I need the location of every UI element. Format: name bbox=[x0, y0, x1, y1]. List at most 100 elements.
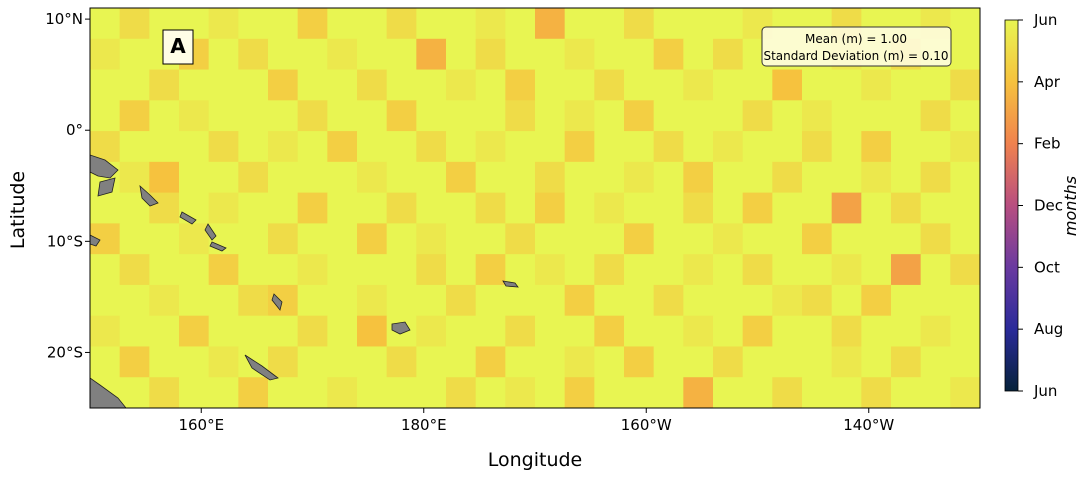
island bbox=[271, 293, 283, 311]
cell bbox=[416, 223, 447, 255]
cell bbox=[238, 100, 269, 132]
cell bbox=[594, 38, 625, 71]
cell bbox=[238, 254, 269, 286]
cell bbox=[831, 284, 862, 317]
cell bbox=[535, 284, 566, 317]
cell bbox=[268, 377, 299, 408]
cell bbox=[683, 284, 714, 317]
cell bbox=[624, 346, 655, 378]
cell bbox=[327, 315, 358, 347]
cell bbox=[891, 192, 922, 224]
cell bbox=[238, 161, 269, 194]
cell bbox=[920, 161, 951, 194]
cell bbox=[505, 38, 536, 71]
cell bbox=[119, 284, 150, 317]
cell bbox=[357, 315, 388, 347]
cell bbox=[950, 100, 980, 132]
cell bbox=[268, 254, 299, 286]
cell bbox=[564, 284, 595, 317]
cell bbox=[535, 346, 566, 378]
cell bbox=[950, 131, 980, 163]
island bbox=[179, 211, 197, 225]
cell bbox=[535, 38, 566, 71]
cell bbox=[208, 69, 239, 101]
cell bbox=[594, 254, 625, 286]
cell bbox=[119, 38, 150, 71]
cell bbox=[564, 69, 595, 101]
cell bbox=[891, 315, 922, 347]
cell bbox=[90, 192, 121, 224]
cell bbox=[90, 346, 121, 378]
cell bbox=[475, 8, 506, 40]
cell bbox=[535, 161, 566, 194]
cell bbox=[713, 284, 744, 317]
cell bbox=[624, 377, 655, 408]
cell bbox=[446, 161, 477, 194]
cell bbox=[505, 223, 536, 255]
cell bbox=[446, 254, 477, 286]
cell bbox=[386, 284, 417, 317]
cell bbox=[238, 315, 269, 347]
cell bbox=[446, 8, 477, 40]
cell bbox=[475, 100, 506, 132]
cell bbox=[238, 284, 269, 317]
cell bbox=[208, 254, 239, 286]
cell bbox=[357, 223, 388, 255]
cell bbox=[772, 161, 803, 194]
annotation: Mean (m) = 1.00 bbox=[805, 32, 907, 46]
cell bbox=[831, 131, 862, 163]
colorbar-tick-label: Oct bbox=[1034, 258, 1060, 276]
cell bbox=[564, 8, 595, 40]
colorbar-tick-label: Jun bbox=[1033, 382, 1057, 400]
cell bbox=[713, 38, 744, 71]
cell bbox=[327, 131, 358, 163]
cell bbox=[742, 254, 773, 286]
cell bbox=[683, 8, 714, 40]
cell bbox=[475, 377, 506, 408]
cell bbox=[297, 315, 328, 347]
cell bbox=[683, 131, 714, 163]
x-tick-label: 140°W bbox=[843, 416, 894, 434]
cell bbox=[90, 254, 121, 286]
cell bbox=[386, 161, 417, 194]
cell bbox=[950, 8, 980, 40]
cell bbox=[149, 192, 180, 224]
cell bbox=[357, 69, 388, 101]
cell bbox=[386, 100, 417, 132]
cell bbox=[831, 69, 862, 101]
cell bbox=[891, 346, 922, 378]
cell bbox=[327, 346, 358, 378]
cell bbox=[327, 377, 358, 408]
heatmap bbox=[90, 8, 980, 408]
cell bbox=[920, 254, 951, 286]
cell bbox=[386, 38, 417, 71]
cell bbox=[683, 346, 714, 378]
cell bbox=[505, 192, 536, 224]
cell bbox=[297, 8, 328, 40]
cell bbox=[713, 315, 744, 347]
cell bbox=[179, 315, 210, 347]
cell bbox=[564, 100, 595, 132]
cell bbox=[238, 223, 269, 255]
colorbar-tick-label: Jun bbox=[1033, 11, 1057, 29]
cell bbox=[386, 254, 417, 286]
cell bbox=[416, 8, 447, 40]
cell bbox=[179, 69, 210, 101]
cell bbox=[594, 8, 625, 40]
cell bbox=[179, 254, 210, 286]
cell bbox=[802, 131, 833, 163]
x-tick-label: 180°E bbox=[401, 416, 447, 434]
cell bbox=[208, 377, 239, 408]
cell bbox=[416, 254, 447, 286]
cell bbox=[416, 315, 447, 347]
island bbox=[391, 321, 411, 335]
cell bbox=[149, 131, 180, 163]
cell bbox=[742, 161, 773, 194]
cell bbox=[535, 192, 566, 224]
cell bbox=[772, 284, 803, 317]
y-tick-label: 0° bbox=[66, 121, 83, 139]
cell bbox=[594, 377, 625, 408]
cell bbox=[238, 8, 269, 40]
cell bbox=[535, 69, 566, 101]
